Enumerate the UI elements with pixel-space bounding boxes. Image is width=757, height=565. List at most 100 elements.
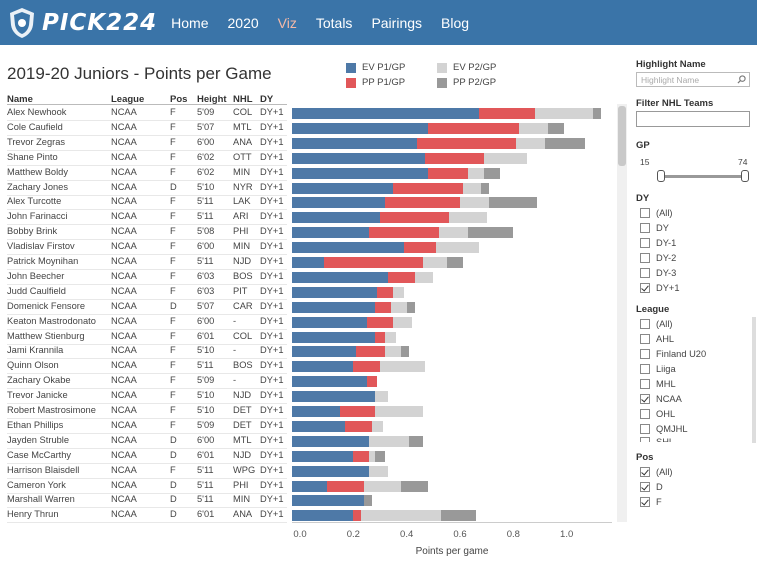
chart-scrollbar-thumb[interactable]	[618, 106, 626, 166]
league-option[interactable]: QMJHL	[640, 422, 688, 436]
bar-segment-pp-p2-gp[interactable]	[409, 435, 423, 447]
bar-segment-ev-p2-gp[interactable]	[369, 450, 375, 462]
table-row[interactable]: Marshall Warren NCAA D 5'11 MIN DY+1	[0, 493, 630, 509]
bar-segment-ev-p2-gp[interactable]	[516, 137, 546, 149]
table-row[interactable]: Zachary Jones NCAA D 5'10 NYR DY+1	[0, 181, 630, 196]
bar-segment-ev-p2-gp[interactable]	[422, 257, 447, 268]
table-row[interactable]: Shane Pinto NCAA F 6'02 OTT DY+1	[0, 151, 630, 166]
bar-segment-ev-p2-gp[interactable]	[438, 227, 468, 239]
pos-option[interactable]: D	[640, 480, 663, 494]
league-option[interactable]: (All)	[640, 317, 673, 331]
table-row[interactable]: Cameron York NCAA D 5'11 PHI DY+1	[0, 479, 630, 494]
table-row[interactable]: Cole Caufield NCAA F 5'07 MTL DY+1	[0, 121, 630, 136]
bar-segment-ev-p2-gp[interactable]	[390, 301, 407, 313]
league-option[interactable]: SHL	[640, 437, 674, 442]
checkbox[interactable]	[640, 394, 650, 404]
bar-segment-pp-p1-gp[interactable]	[369, 227, 439, 239]
nav-link-viz[interactable]: Viz	[277, 14, 297, 31]
bar-segment-ev-p1-gp[interactable]	[292, 510, 354, 522]
bar-segment-ev-p1-gp[interactable]	[292, 391, 375, 403]
bar-segment-ev-p1-gp[interactable]	[292, 197, 386, 209]
table-row[interactable]: Vladislav Firstov NCAA F 6'00 MIN DY+1	[0, 240, 630, 256]
bar-segment-ev-p2-gp[interactable]	[518, 122, 548, 134]
bar-segment-ev-p1-gp[interactable]	[292, 152, 426, 164]
checkbox[interactable]	[640, 253, 650, 263]
table-row[interactable]: Keaton Mastrodonato NCAA F 6'00 - DY+1	[0, 315, 630, 330]
nav-link-blog[interactable]: Blog	[441, 14, 470, 31]
bar-segment-ev-p1-gp[interactable]	[292, 212, 380, 224]
bar-segment-pp-p2-gp[interactable]	[446, 257, 463, 268]
bar-segment-ev-p2-gp[interactable]	[361, 510, 442, 522]
bar-segment-pp-p2-gp[interactable]	[401, 480, 428, 492]
table-row[interactable]: John Beecher NCAA F 6'03 BOS DY+1	[0, 270, 630, 285]
bar-segment-pp-p2-gp[interactable]	[364, 495, 372, 507]
checkbox[interactable]	[640, 349, 650, 359]
checkbox[interactable]	[640, 223, 650, 233]
bar-segment-pp-p1-gp[interactable]	[377, 286, 394, 298]
checkbox[interactable]	[640, 482, 650, 492]
table-row[interactable]: Case McCarthy NCAA D 6'01 NJD DY+1	[0, 449, 630, 464]
bar-segment-ev-p1-gp[interactable]	[292, 435, 370, 447]
checkbox[interactable]	[640, 364, 650, 374]
table-row[interactable]: Zachary Okabe NCAA F 5'09 - DY+1	[0, 374, 630, 390]
bar-segment-ev-p2-gp[interactable]	[436, 242, 479, 254]
bar-segment-ev-p1-gp[interactable]	[292, 242, 404, 254]
checkbox[interactable]	[640, 268, 650, 278]
bar-segment-ev-p1-gp[interactable]	[292, 406, 340, 417]
bar-segment-ev-p1-gp[interactable]	[292, 480, 327, 492]
table-row[interactable]: Trevor Janicke NCAA F 5'10 NJD DY+1	[0, 389, 630, 405]
nav-link-2020[interactable]: 2020	[227, 14, 259, 31]
bar-segment-ev-p1-gp[interactable]	[292, 361, 354, 373]
bar-segment-ev-p2-gp[interactable]	[374, 406, 423, 417]
league-option[interactable]: AHL	[640, 332, 674, 346]
bar-segment-ev-p1-gp[interactable]	[292, 286, 378, 298]
league-list-scrollbar[interactable]	[752, 317, 756, 443]
bar-segment-ev-p2-gp[interactable]	[374, 391, 388, 403]
gp-slider-max-handle[interactable]	[741, 170, 749, 182]
bar-segment-pp-p2-gp[interactable]	[441, 510, 476, 522]
bar-segment-ev-p1-gp[interactable]	[292, 257, 324, 268]
bar-segment-pp-p2-gp[interactable]	[548, 122, 564, 134]
bar-segment-ev-p1-gp[interactable]	[292, 316, 367, 328]
bar-segment-pp-p1-gp[interactable]	[324, 257, 423, 268]
bar-segment-pp-p1-gp[interactable]	[388, 271, 415, 283]
bar-segment-ev-p2-gp[interactable]	[380, 361, 426, 373]
bar-segment-ev-p1-gp[interactable]	[292, 331, 375, 343]
league-option[interactable]: Finland U20	[640, 347, 706, 361]
bar-segment-pp-p2-gp[interactable]	[484, 167, 500, 179]
table-row[interactable]: Trevor Zegras NCAA F 6'00 ANA DY+1	[0, 136, 630, 151]
bar-segment-pp-p1-gp[interactable]	[417, 137, 516, 149]
col-header-pos[interactable]: Pos	[170, 94, 188, 105]
table-row[interactable]: Quinn Olson NCAA F 5'11 BOS DY+1	[0, 359, 630, 375]
bar-segment-ev-p2-gp[interactable]	[484, 152, 527, 164]
bar-segment-pp-p2-gp[interactable]	[593, 108, 602, 119]
checkbox[interactable]	[640, 437, 650, 442]
bar-segment-ev-p2-gp[interactable]	[460, 197, 490, 209]
checkbox[interactable]	[640, 467, 650, 477]
bar-segment-pp-p2-gp[interactable]	[489, 197, 538, 209]
dy-option[interactable]: DY-3	[640, 266, 676, 280]
bar-segment-pp-p1-gp[interactable]	[353, 510, 362, 522]
bar-segment-ev-p2-gp[interactable]	[385, 346, 402, 358]
chart-scrollbar-track[interactable]	[617, 104, 627, 522]
gp-slider-track[interactable]	[660, 175, 746, 178]
bar-segment-ev-p1-gp[interactable]	[292, 465, 370, 477]
bar-segment-pp-p1-gp[interactable]	[425, 152, 484, 164]
bar-segment-pp-p1-gp[interactable]	[385, 197, 460, 209]
bar-segment-ev-p1-gp[interactable]	[292, 495, 364, 507]
bar-segment-pp-p1-gp[interactable]	[366, 376, 378, 388]
col-header-name[interactable]: Name	[7, 94, 33, 105]
checkbox[interactable]	[640, 334, 650, 344]
nav-link-pairings[interactable]: Pairings	[371, 14, 423, 31]
checkbox[interactable]	[640, 424, 650, 434]
league-option[interactable]: MHL	[640, 377, 676, 391]
bar-segment-ev-p2-gp[interactable]	[369, 435, 410, 447]
bar-segment-ev-p1-gp[interactable]	[292, 346, 356, 358]
bar-segment-pp-p1-gp[interactable]	[326, 480, 364, 492]
bar-segment-ev-p1-gp[interactable]	[292, 182, 394, 194]
bar-segment-ev-p2-gp[interactable]	[462, 182, 482, 194]
pos-option[interactable]: (All)	[640, 465, 673, 479]
bar-segment-pp-p2-gp[interactable]	[545, 137, 586, 149]
table-row[interactable]: Jami Krannila NCAA F 5'10 - DY+1	[0, 344, 630, 360]
table-row[interactable]: Domenick Fensore NCAA D 5'07 CAR DY+1	[0, 300, 630, 315]
